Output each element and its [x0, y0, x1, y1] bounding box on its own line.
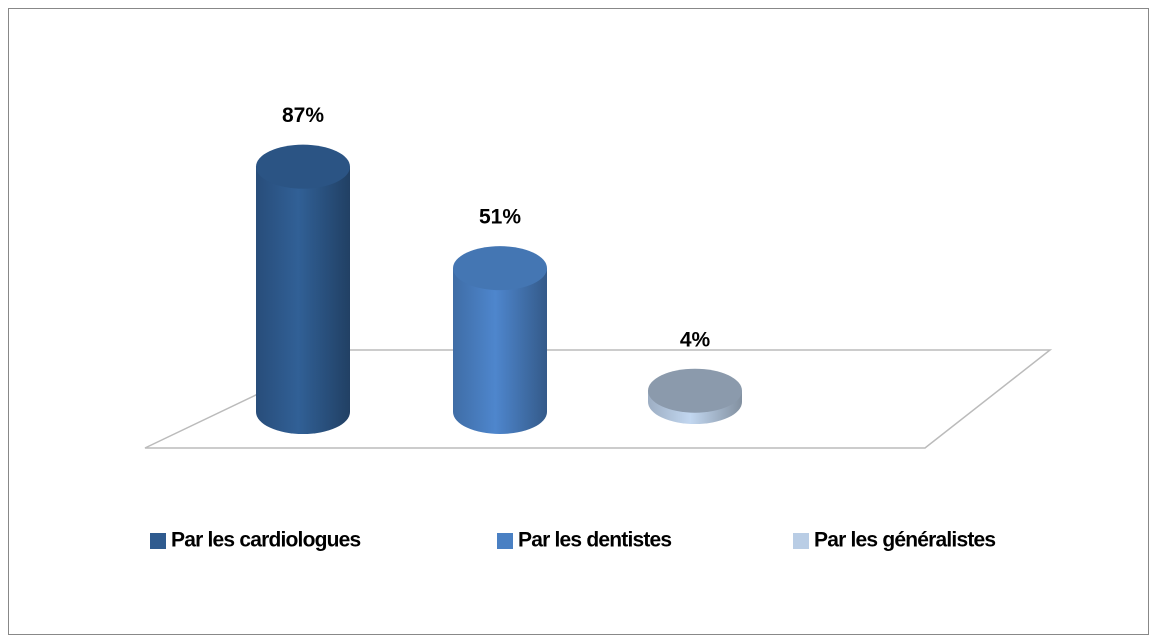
- bar-top: [256, 144, 350, 189]
- floor: [144, 349, 1053, 449]
- legend-swatch: [150, 533, 166, 549]
- legend-label: Par les cardiologues: [171, 529, 361, 552]
- data-label: 4%: [680, 328, 711, 351]
- bar-top: [648, 368, 742, 413]
- bar: [453, 246, 547, 434]
- legend-label: Par les dentistes: [518, 529, 671, 552]
- bar-body: [453, 268, 547, 434]
- legend-swatch: [497, 533, 513, 549]
- legend-swatch: [793, 533, 809, 549]
- legend-label: Par les généralistes: [814, 529, 995, 552]
- chart-frame: [8, 8, 1149, 635]
- bar-body: [256, 166, 350, 434]
- data-label: 87%: [282, 104, 324, 127]
- bar: [648, 368, 742, 424]
- data-label: 51%: [479, 206, 521, 229]
- bar-top: [453, 246, 547, 291]
- bar: [256, 144, 350, 434]
